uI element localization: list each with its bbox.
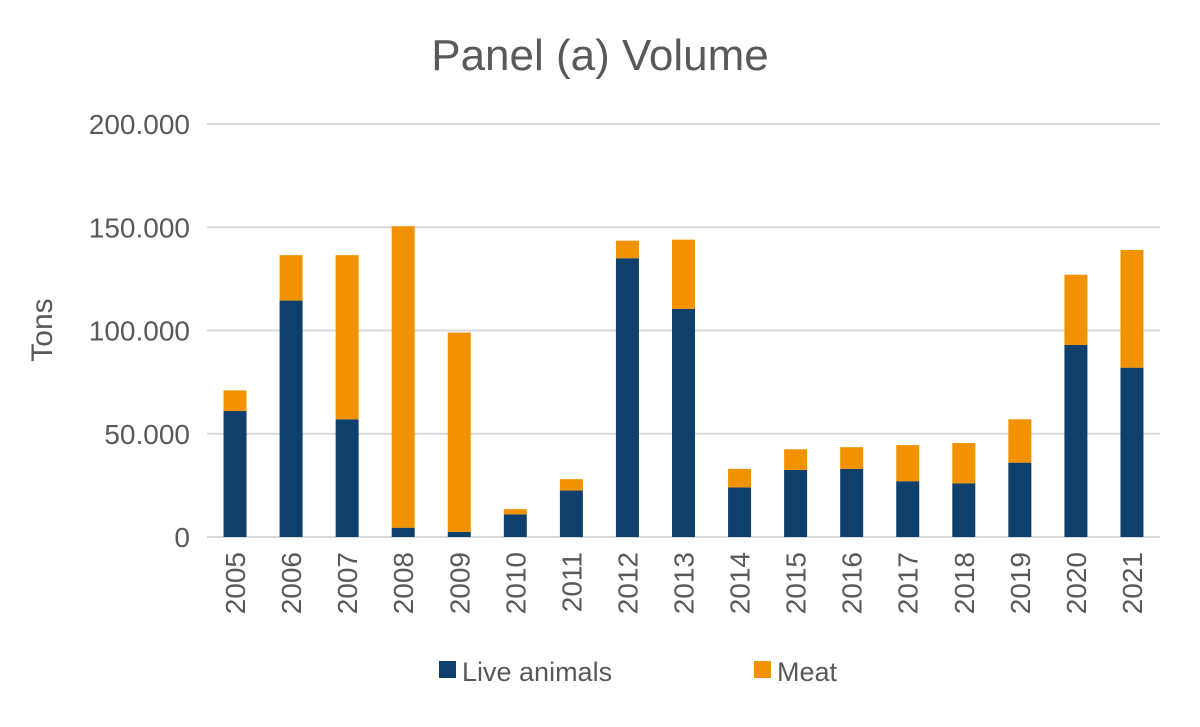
y-tick-label: 50.000 [104,419,190,450]
legend-label-live-animals: Live animals [462,657,612,687]
bar-live-animals-2009 [447,531,471,537]
x-tick-label: 2005 [220,552,251,614]
x-tick-label: 2018 [949,552,980,614]
x-tick-label: 2011 [556,552,587,612]
bar-live-animals-2014 [728,487,752,537]
bar-live-animals-2016 [840,468,864,537]
bar-meat-2018 [952,443,976,484]
legend: Live animals Meat [439,657,838,687]
x-tick-label: 2013 [669,552,700,614]
legend-label-meat: Meat [777,657,838,687]
bar-live-animals-2006 [279,300,303,537]
bar-live-animals-2010 [503,514,527,537]
bar-live-animals-2005 [223,411,247,537]
bars [223,226,1144,537]
bar-meat-2011 [559,479,583,491]
bar-meat-2020 [1064,274,1088,345]
x-tick-label: 2015 [781,552,812,614]
bar-meat-2017 [896,445,920,482]
y-tick-label: 150.000 [89,212,190,243]
bar-live-animals-2015 [784,469,808,537]
y-axis-label: Tons [26,298,59,361]
bar-live-animals-2020 [1064,344,1088,537]
bar-live-animals-2012 [615,258,639,537]
x-tick-label: 2008 [388,552,419,614]
legend-swatch-meat [754,661,771,678]
bar-live-animals-2021 [1120,367,1144,537]
bar-meat-2019 [1008,419,1032,463]
bar-meat-2010 [503,509,527,515]
bar-meat-2006 [279,255,303,301]
bar-live-animals-2008 [391,527,415,537]
bar-meat-2021 [1120,249,1144,368]
x-tick-label: 2021 [1117,552,1148,614]
x-tick-label: 2020 [1061,552,1092,614]
bar-meat-2005 [223,390,247,412]
bar-meat-2014 [728,468,752,488]
bar-live-animals-2011 [559,490,583,537]
bar-live-animals-2013 [672,308,695,537]
x-tick-label: 2006 [276,552,307,614]
bar-meat-2015 [784,449,808,470]
bar-live-animals-2019 [1008,462,1032,537]
bar-meat-2008 [391,226,415,528]
x-tick-label: 2016 [837,552,868,614]
y-tick-label: 0 [174,522,190,553]
bar-meat-2007 [335,255,359,420]
x-tick-label: 2012 [612,552,643,614]
x-tick-label: 2017 [893,552,924,614]
x-tick-label: 2014 [725,552,756,614]
bar-meat-2012 [615,240,639,259]
bar-live-animals-2018 [952,483,976,537]
bar-meat-2009 [447,332,471,532]
x-axis-ticks: 2005 2006 2007 2008 2009 2010 2011 2012 2013 2014… [220,552,1148,614]
bar-meat-2016 [840,447,864,469]
legend-swatch-live-animals [439,661,456,678]
x-tick-label: 2009 [444,552,475,614]
chart-title: Panel (a) Volume [431,31,769,80]
bar-live-animals-2017 [896,481,920,537]
x-tick-label: 2007 [332,552,363,614]
y-tick-label: 200.000 [89,109,190,140]
x-tick-label: 2010 [500,552,531,614]
y-axis-ticks: 0 50.000 100.000 150.000 200.000 [89,109,190,553]
y-tick-label: 100.000 [89,316,190,347]
bar-live-animals-2007 [335,419,359,537]
bar-meat-2013 [672,239,695,309]
x-tick-label: 2019 [1005,552,1036,614]
